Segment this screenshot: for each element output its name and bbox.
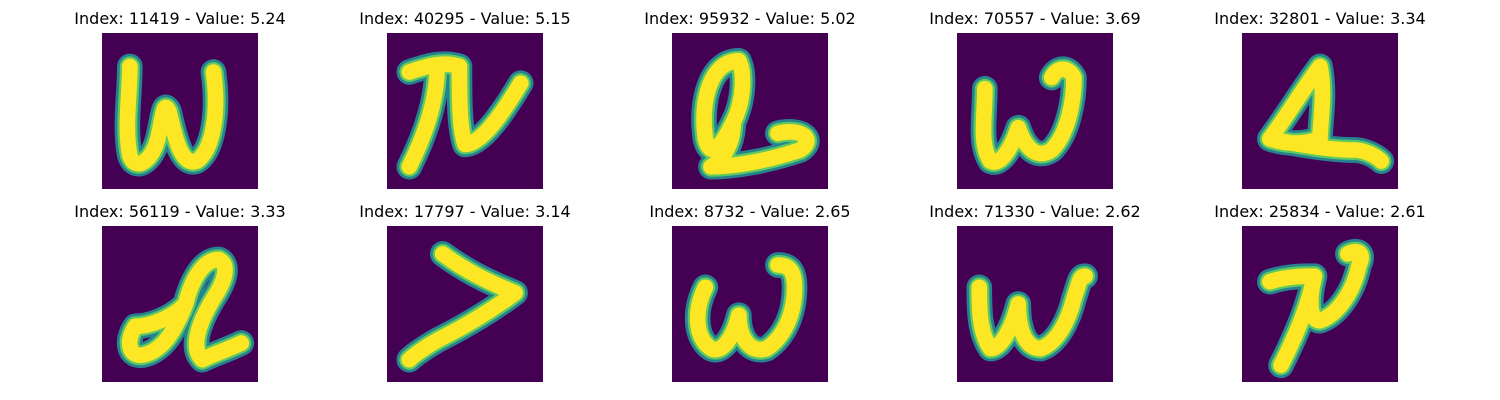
stroke-core <box>703 114 815 175</box>
sample-title: Index: 56119 - Value: 3.33 <box>74 202 286 221</box>
sample-image <box>387 226 543 382</box>
sample-image <box>672 226 828 382</box>
stroke-core <box>121 296 194 363</box>
sample-title: Index: 25834 - Value: 2.61 <box>1214 202 1426 221</box>
stroke-core <box>401 246 523 368</box>
sample-title: Index: 32801 - Value: 3.34 <box>1214 9 1426 28</box>
sample-cell: Index: 17797 - Value: 3.14 <box>340 201 590 383</box>
stroke-core <box>1303 243 1369 329</box>
sample-cell: Index: 40295 - Value: 5.15 <box>340 8 590 190</box>
sample-title: Index: 11419 - Value: 5.24 <box>74 9 286 28</box>
stroke-core <box>696 53 751 158</box>
sample-cell: Index: 70557 - Value: 3.69 <box>910 8 1160 190</box>
sample-title: Index: 70557 - Value: 3.69 <box>929 9 1141 28</box>
sample-title: Index: 8732 - Value: 2.65 <box>649 202 851 221</box>
stroke-core <box>975 61 1082 170</box>
sample-image <box>102 33 258 189</box>
sample-image <box>102 226 258 382</box>
sample-title: Index: 71330 - Value: 2.62 <box>929 202 1141 221</box>
sample-cell: Index: 95932 - Value: 5.02 <box>625 8 875 190</box>
sample-cell: Index: 56119 - Value: 3.33 <box>55 201 305 383</box>
sample-cell: Index: 32801 - Value: 3.34 <box>1195 8 1445 190</box>
stroke-core <box>689 257 803 358</box>
sample-image <box>672 33 828 189</box>
sample-image <box>957 226 1113 382</box>
sample-cell: Index: 11419 - Value: 5.24 <box>55 8 305 190</box>
sample-title: Index: 17797 - Value: 3.14 <box>359 202 571 221</box>
sample-cell: Index: 25834 - Value: 2.61 <box>1195 201 1445 383</box>
stroke-core <box>119 58 224 172</box>
sample-title: Index: 95932 - Value: 5.02 <box>644 9 856 28</box>
stroke-core <box>401 58 445 175</box>
stroke-core <box>451 58 529 153</box>
sample-image <box>1242 226 1398 382</box>
sample-title: Index: 40295 - Value: 5.15 <box>359 9 571 28</box>
sample-image <box>387 33 543 189</box>
stroke-core <box>177 251 250 368</box>
stroke-core <box>971 268 1093 357</box>
sample-cell: Index: 71330 - Value: 2.62 <box>910 201 1160 383</box>
sample-image <box>957 33 1113 189</box>
stroke-core <box>1262 58 1390 169</box>
sample-image <box>1242 33 1398 189</box>
sample-cell: Index: 8732 - Value: 2.65 <box>625 201 875 383</box>
